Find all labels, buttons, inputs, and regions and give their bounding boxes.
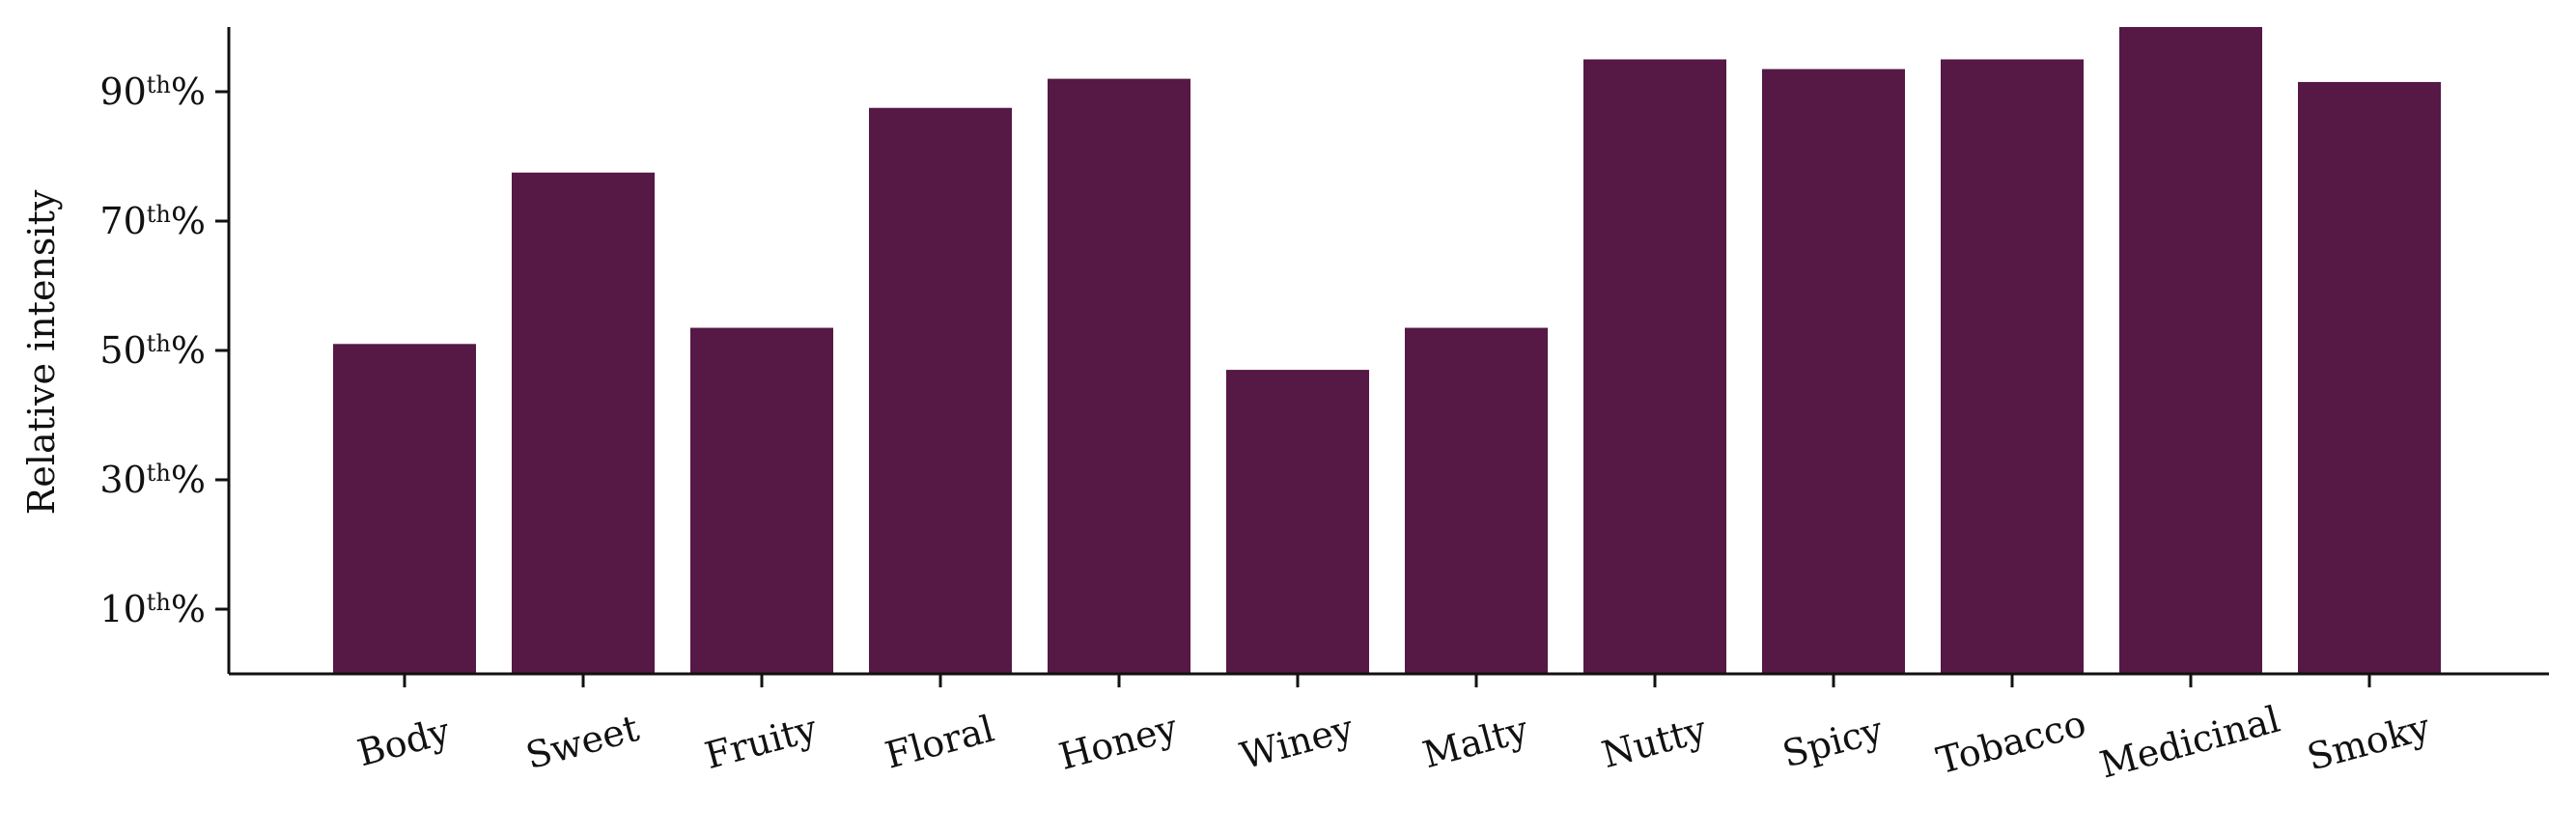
y-tick-number: 30 [99, 459, 146, 501]
bar-sweet [512, 172, 655, 674]
x-tick-label-spicy: Spicy [1778, 709, 1889, 776]
bar-fruity [690, 327, 833, 674]
bar-floral [869, 107, 1012, 674]
x-tick-label-sweet: Sweet [521, 707, 643, 777]
x-tick-label-smoky: Smoky [2303, 705, 2435, 778]
y-tick-label-30: 30th% [99, 459, 206, 501]
y-tick-superscript: th [147, 71, 171, 98]
y-tick-superscript: th [147, 589, 171, 616]
bar-spicy [1762, 69, 1905, 675]
y-tick-label-90: 90th% [99, 70, 206, 113]
bars-group [333, 27, 2441, 675]
x-tick-label-floral: Floral [881, 708, 998, 777]
bar-body [333, 344, 476, 674]
y-tick-label-10: 10th% [99, 588, 206, 630]
bar-tobacco [1941, 59, 2084, 674]
x-tick-label-nutty: Nutty [1597, 708, 1711, 776]
x-tick-label-fruity: Fruity [700, 707, 822, 777]
y-tick-suffix: % [171, 459, 206, 501]
y-tick-number: 10 [99, 588, 146, 630]
y-tick-superscript: th [147, 330, 171, 357]
x-tick-label-malty: Malty [1418, 708, 1533, 776]
y-tick-suffix: % [171, 70, 206, 113]
y-tick-superscript: th [147, 460, 171, 487]
x-tick-label-tobacco: Tobacco [1932, 702, 2090, 782]
y-tick-number: 70 [99, 200, 146, 242]
x-tick-label-medicinal: Medicinal [2095, 698, 2283, 787]
x-tick-label-winey: Winey [1236, 707, 1358, 777]
y-tick-number: 90 [99, 70, 146, 113]
bar-malty [1405, 327, 1548, 674]
y-tick-suffix: % [171, 200, 206, 242]
bar-honey [1048, 78, 1190, 675]
y-tick-label-70: 70th% [99, 200, 206, 242]
y-tick-number: 50 [99, 329, 146, 372]
x-tick-label-body: Body [353, 710, 455, 775]
bar-smoky [2298, 81, 2441, 674]
x-axis: Body Sweet Fruity Floral Honey Winey Malty Nutt… [229, 672, 2549, 787]
bar-winey [1226, 370, 1369, 674]
y-axis-label: Relative intensity [20, 189, 63, 515]
y-tick-superscript: th [147, 201, 171, 228]
y-tick-suffix: % [171, 588, 206, 630]
y-tick-suffix: % [171, 329, 206, 372]
bar-medicinal [2119, 27, 2262, 674]
y-axis: 10th%30th%50th%70th%90th% [99, 27, 231, 674]
y-tick-label-50: 50th% [99, 329, 206, 372]
x-tick-label-honey: Honey [1054, 706, 1182, 778]
bar-nutty [1583, 59, 1726, 674]
